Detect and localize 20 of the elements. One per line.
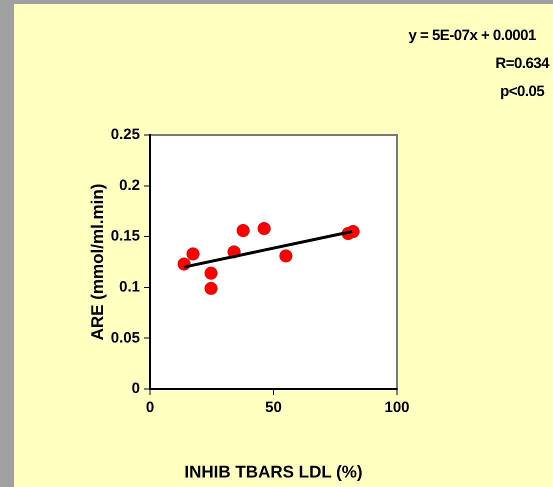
x-tick-label: 100 (384, 399, 410, 416)
point (279, 249, 292, 262)
point (258, 222, 271, 235)
y-tick-label: 0.1 (119, 278, 140, 296)
x-tick-label: 50 (265, 399, 282, 416)
text: p<0.05 (499, 82, 546, 102)
y-tick-label: 0.05 (110, 329, 140, 346)
y-tick-label: 0.15 (110, 228, 140, 245)
point (236, 224, 250, 238)
point (186, 247, 200, 260)
y-tick-label: 0.2 (119, 176, 140, 194)
x-tick-label: 0 (146, 399, 154, 416)
text: R=0.634 (494, 54, 549, 74)
x-axis-title: INHIB TBARS LDL (%) (184, 462, 363, 482)
y-tick-label: 0.25 (110, 126, 140, 144)
point (204, 282, 218, 295)
y-tick-label: 0 (132, 380, 140, 398)
point (204, 266, 218, 280)
y-axis-title: ARE (mmol/ml.min) (88, 184, 107, 340)
text: y = 5E-07x + 0.0001 (408, 26, 537, 46)
